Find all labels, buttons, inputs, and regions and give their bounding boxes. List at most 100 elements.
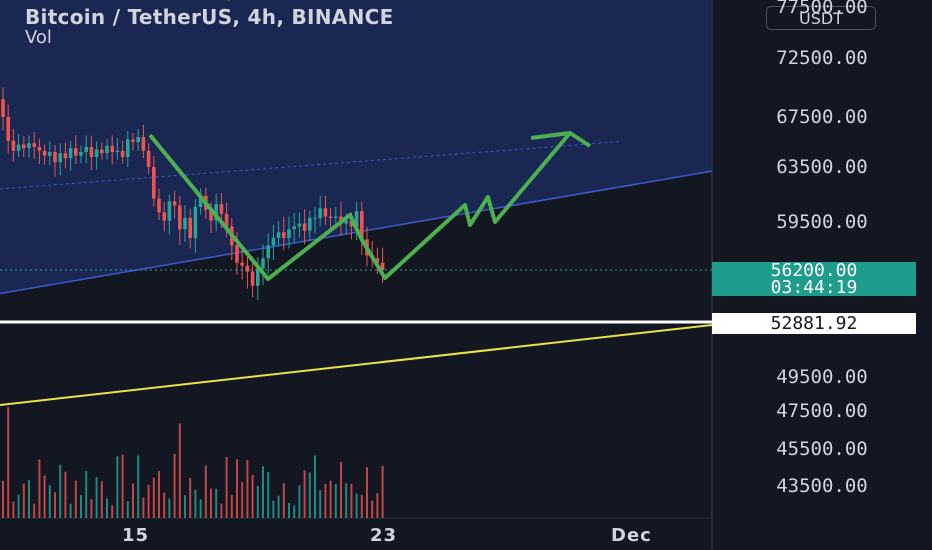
- candle-body: [37, 147, 42, 151]
- volume-bar: [33, 503, 36, 518]
- volume-bar: [199, 499, 202, 518]
- volume-bar: [121, 454, 124, 518]
- candle-body: [313, 217, 317, 219]
- volume-bar: [142, 497, 145, 518]
- candle-body: [89, 147, 94, 157]
- candle-body: [250, 271, 255, 286]
- candle-body: [84, 147, 88, 152]
- candle-body: [240, 262, 244, 266]
- candle-body: [11, 140, 16, 151]
- candle-body: [157, 198, 161, 213]
- volume-bar: [132, 483, 134, 518]
- forecast-path: [148, 131, 592, 281]
- candle-body: [224, 213, 229, 227]
- volume-bar: [210, 488, 212, 518]
- volume-bar: [2, 481, 4, 518]
- volume-legend[interactable]: Vol: [25, 27, 52, 48]
- candle-body: [292, 226, 296, 230]
- volume-bar: [288, 503, 290, 518]
- last-price-tag: 56200.00 03:44:19: [712, 262, 916, 298]
- price-tick: 63500.00: [776, 156, 868, 178]
- horizontal-line-price: 52881.92: [712, 313, 916, 334]
- time-tick: 23: [370, 525, 398, 546]
- candle-body: [344, 220, 348, 224]
- volume-bar: [360, 494, 363, 518]
- time-tick: 15: [122, 525, 150, 546]
- candle-body: [27, 143, 31, 149]
- candle-body: [256, 268, 260, 286]
- volume-bar: [371, 500, 374, 518]
- candle-body: [48, 152, 52, 156]
- volume-bar: [90, 499, 93, 518]
- candle-body: [94, 149, 99, 157]
- yellow-trendline: [0, 324, 713, 406]
- candle-body: [16, 144, 21, 151]
- volume-bar: [230, 494, 233, 518]
- price-tick: 67500.00: [776, 106, 868, 128]
- candle-body: [282, 232, 286, 238]
- candle-body: [380, 262, 385, 270]
- candle-body: [110, 145, 114, 152]
- candle-body: [219, 204, 224, 214]
- volume-bar: [69, 503, 72, 518]
- volume-bar: [194, 489, 197, 518]
- volume-bar: [158, 471, 160, 518]
- candle-body: [74, 148, 78, 156]
- volume-bar: [48, 485, 51, 518]
- candle-body: [235, 245, 239, 263]
- volume-bar: [137, 455, 140, 518]
- candle-body: [193, 206, 198, 238]
- volume-bar: [324, 483, 327, 518]
- candle-body: [334, 216, 338, 218]
- currency-button[interactable]: USDT: [766, 6, 876, 30]
- candle-body: [53, 152, 57, 162]
- candle-body: [172, 201, 177, 206]
- volume-bar: [314, 455, 316, 518]
- candle-body: [188, 217, 192, 238]
- candle-body: [105, 145, 109, 154]
- volume-bar: [293, 505, 296, 518]
- volume-bar: [204, 465, 207, 518]
- volume-bar: [80, 495, 82, 518]
- symbol-title[interactable]: Bitcoin / TetherUS, 4h, BINANCE: [25, 5, 394, 29]
- volume-bar: [38, 459, 41, 518]
- forecast-path-tip: [530, 131, 571, 140]
- volume-bar: [366, 467, 368, 518]
- price-tick: 59500.00: [776, 211, 868, 233]
- candle-body: [375, 258, 380, 263]
- channel-lower-line: [0, 170, 713, 295]
- candle-body: [167, 201, 172, 221]
- candle-body: [120, 150, 125, 157]
- candle-countdown: 03:44:19: [770, 277, 858, 298]
- candle-body: [162, 212, 166, 221]
- volume-bar: [225, 457, 228, 518]
- volume-bar: [43, 475, 46, 518]
- drawings[interactable]: [0, 131, 713, 406]
- candle-body: [214, 204, 218, 221]
- candle-body: [209, 209, 213, 221]
- volume-bar: [308, 472, 311, 518]
- volume-bar: [262, 466, 264, 518]
- volume-bar: [64, 471, 67, 518]
- candle-body: [126, 139, 130, 157]
- candle-body: [146, 150, 151, 167]
- volume-bar: [152, 477, 155, 518]
- volume-bar: [298, 485, 301, 518]
- candlesticks: [1, 87, 385, 301]
- candle-body: [287, 229, 291, 238]
- volume-bar: [282, 483, 285, 518]
- candle-body: [297, 223, 302, 227]
- candle-body: [68, 148, 73, 159]
- candle-body: [198, 195, 203, 207]
- volume-bar: [100, 481, 103, 518]
- volume-bar: [376, 493, 379, 518]
- candle-body: [323, 208, 328, 217]
- volume-bar: [54, 492, 56, 518]
- price-tick: 77500.00: [776, 0, 868, 18]
- volume-bar: [28, 480, 30, 518]
- candle-body: [32, 143, 36, 147]
- volume-bar: [74, 480, 77, 518]
- volume-bar: [246, 460, 249, 518]
- volume-bar: [345, 483, 348, 518]
- candle-body: [152, 167, 156, 199]
